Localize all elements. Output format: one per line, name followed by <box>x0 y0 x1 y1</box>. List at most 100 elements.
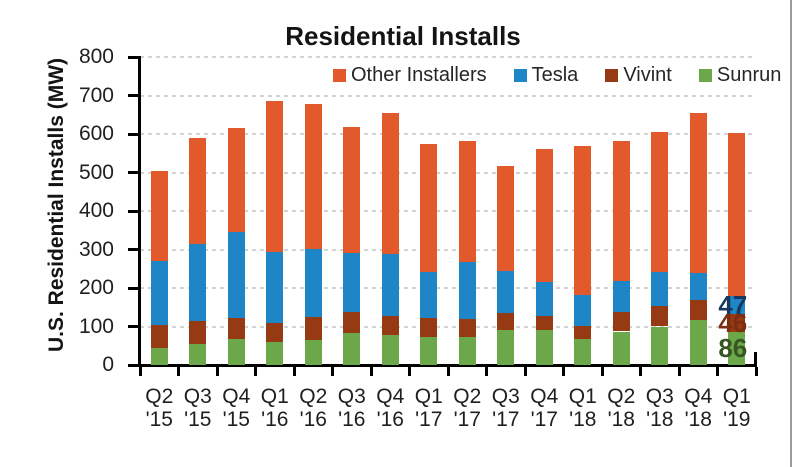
bar-segment-other-installers <box>728 132 746 297</box>
bar-segment-vivint <box>189 320 207 344</box>
bar-segment-sunrun <box>574 338 592 365</box>
bar-segment-tesla <box>189 243 207 321</box>
legend-item-sunrun: Sunrun <box>698 63 782 87</box>
x-category-label-line: Q1 <box>722 385 751 408</box>
legend-label: Sunrun <box>716 63 782 86</box>
gridline <box>140 94 756 97</box>
bar-segment-other-installers <box>381 113 399 254</box>
bar-segment-other-installers <box>189 137 207 244</box>
bar-segment-other-installers <box>458 141 476 262</box>
y-tick-label: 300 <box>78 237 114 261</box>
x-category-label-line: Q2 <box>145 385 174 408</box>
data-label-vivint: 46 <box>718 308 748 339</box>
x-axis-tick <box>369 367 373 376</box>
x-category-label: Q4'16 <box>367 385 413 431</box>
x-category-label: Q1'16 <box>252 385 298 431</box>
x-axis-end-stub <box>754 352 757 364</box>
bar-segment-sunrun <box>381 334 399 365</box>
x-category-label-line: Q2 <box>453 385 482 408</box>
y-tick-label: 600 <box>78 122 114 145</box>
y-axis-tick <box>128 171 139 174</box>
bar-segment-vivint <box>458 319 476 338</box>
x-axis-tick <box>292 367 296 376</box>
x-category-label-line: '17 <box>453 408 481 431</box>
data-label-tesla: 47 <box>718 290 748 321</box>
x-axis-tick <box>523 367 527 376</box>
x-category-label-line: Q4 <box>376 385 405 408</box>
x-category-label: Q3'17 <box>483 385 529 431</box>
bar-segment-other-installers <box>420 144 438 272</box>
x-axis-line <box>138 364 757 367</box>
x-category-label-line: '18 <box>684 408 712 431</box>
x-category-label-line: '19 <box>723 408 751 431</box>
image-right-border <box>790 0 792 467</box>
x-axis-tick <box>639 367 642 376</box>
y-axis-tick <box>128 325 139 328</box>
y-tick-label: 500 <box>78 160 114 184</box>
legend-swatch <box>605 68 619 82</box>
legend-swatch <box>333 68 346 82</box>
y-tick-label: 400 <box>78 199 114 222</box>
y-axis-tick <box>128 286 139 290</box>
x-axis-tick <box>254 367 257 376</box>
x-category-label-line: '15 <box>145 408 173 431</box>
y-axis-tick <box>128 363 139 367</box>
x-category-label-line: '18 <box>569 408 597 431</box>
x-category-label-line: Q1 <box>414 385 443 408</box>
bar-segment-sunrun <box>150 347 168 365</box>
y-axis-tick <box>128 209 139 213</box>
bar-segment-sunrun <box>612 331 630 365</box>
x-category-label: Q1'18 <box>560 385 606 431</box>
bar-segment-vivint <box>574 325 592 339</box>
bar-segment-vivint <box>304 317 322 340</box>
x-category-label: Q2'17 <box>444 385 490 431</box>
bar-segment-other-installers <box>689 113 707 273</box>
x-category-label-line: '16 <box>261 408 289 431</box>
chart-title: Residential Installs <box>285 21 521 51</box>
bar-segment-tesla <box>381 253 399 316</box>
y-tick-label: 200 <box>78 276 114 299</box>
bar-segment-tesla <box>612 281 630 312</box>
bar-segment-other-installers <box>304 103 322 249</box>
legend-label: Vivint <box>623 63 672 86</box>
x-category-label: Q3'16 <box>329 385 375 431</box>
x-category-label-line: '17 <box>492 408 520 431</box>
y-axis-tick <box>128 248 139 251</box>
bar-segment-vivint <box>343 311 361 334</box>
bar-segment-vivint <box>266 322 284 342</box>
bar-segment-other-installers <box>266 100 284 253</box>
bar-segment-sunrun <box>420 337 438 365</box>
bar-segment-other-installers <box>612 140 630 282</box>
x-category-label-line: Q1 <box>568 385 597 408</box>
x-axis-tick <box>600 367 604 376</box>
x-axis-tick <box>677 367 681 376</box>
x-axis-tick <box>177 367 180 376</box>
bar-segment-tesla <box>728 296 746 315</box>
x-category-label-line: Q4 <box>222 385 251 408</box>
bar-segment-sunrun <box>343 333 361 365</box>
bar-segment-sunrun <box>689 319 707 365</box>
x-category-label: Q1'19 <box>714 385 760 431</box>
x-category-label-line: Q3 <box>183 385 212 408</box>
bar-segment-tesla <box>150 261 168 325</box>
bar-segment-vivint <box>150 324 168 348</box>
bar-segment-tesla <box>458 261 476 320</box>
x-category-label: Q3'18 <box>637 385 683 431</box>
x-category-label-line: '15 <box>222 408 250 431</box>
bar-segment-sunrun <box>458 337 476 365</box>
legend-label: Tesla <box>531 63 579 86</box>
gridline <box>140 325 756 328</box>
bar-segment-other-installers <box>535 149 553 282</box>
x-axis-tick <box>215 367 219 376</box>
gridline <box>140 287 756 289</box>
x-axis-tick <box>754 367 758 376</box>
bar-segment-sunrun <box>651 326 669 365</box>
bar-segment-other-installers <box>227 128 245 233</box>
bar-segment-tesla <box>689 272 707 301</box>
x-category-label-line: '17 <box>530 408 558 431</box>
bar-segment-vivint <box>612 311 630 332</box>
x-axis-tick <box>485 367 488 376</box>
x-category-label: Q1'17 <box>406 385 452 431</box>
bar-segment-vivint <box>381 315 399 335</box>
gridline <box>140 133 756 135</box>
